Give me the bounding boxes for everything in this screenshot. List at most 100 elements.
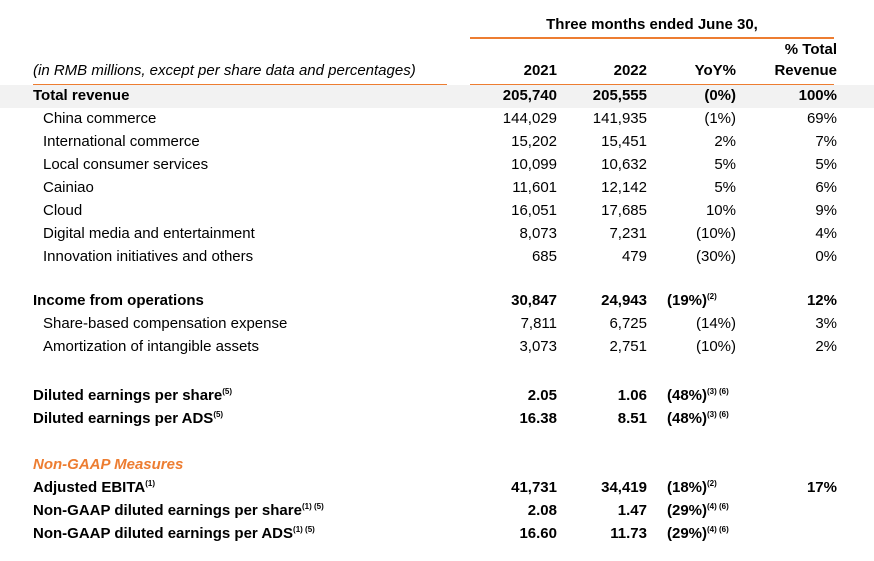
value-2021: 16,051: [511, 202, 557, 219]
footnote-ref: (1) (5): [293, 525, 315, 534]
row-label: Diluted earnings per share(5): [33, 387, 232, 404]
table-row: Non-GAAP diluted earnings per ADS(1) (5)…: [0, 523, 874, 546]
row-label-text: China commerce: [43, 110, 157, 127]
value-yoy: (10%): [695, 225, 736, 242]
value-2022: 1.06: [617, 387, 647, 404]
header-yoy: YoY%: [694, 62, 736, 79]
footnote-ref: (5): [222, 387, 233, 396]
table-row: Innovation initiatives and others 685 479 (…: [0, 246, 874, 269]
row-label-text: Share-based compensation expense: [43, 315, 288, 332]
header-2022: 2022: [613, 62, 647, 79]
value-2022: 17,685: [601, 202, 647, 219]
value-2022: 24,943: [601, 292, 647, 309]
value-2022: 8.51: [617, 410, 647, 427]
value-yoy-text: (29%): [667, 525, 708, 542]
row-label-text: Innovation initiatives and others: [43, 248, 254, 265]
value-pct-total: 3%: [815, 315, 837, 332]
value-2022: 10,632: [601, 156, 647, 173]
value-yoy: 2%: [714, 133, 736, 150]
footnote-ref: (3) (6): [707, 387, 729, 396]
value-yoy: (0%): [704, 87, 736, 104]
value-2021: 16.60: [519, 525, 557, 542]
value-pct-total: 6%: [815, 179, 837, 196]
row-label-text: Cainiao: [43, 179, 94, 196]
table-row: Local consumer services 10,099 10,632 5% 5%: [0, 154, 874, 177]
value-yoy-text: (29%): [667, 502, 708, 519]
value-2022: 141,935: [592, 110, 647, 127]
value-yoy: (48%)(3) (6): [667, 387, 729, 404]
value-2022: 1.47: [617, 502, 647, 519]
units-note: (in RMB millions, except per share data …: [33, 62, 416, 79]
value-2021: 30,847: [511, 292, 557, 309]
table-row: Digital media and entertainment 8,073 7,23…: [0, 223, 874, 246]
row-label: Diluted earnings per ADS(5): [33, 410, 223, 427]
value-yoy: (19%)(2): [667, 292, 717, 309]
row-label: Income from operations: [33, 292, 204, 309]
row-label-text: Total revenue: [33, 87, 130, 104]
value-2022: 6,725: [609, 315, 647, 332]
row-label-text: Digital media and entertainment: [43, 225, 255, 242]
row-label: Non-GAAP diluted earnings per share(1) (…: [33, 502, 324, 519]
row-label-text: Cloud: [43, 202, 83, 219]
value-pct-total: 69%: [806, 110, 837, 127]
period-heading: Three months ended June 30,: [546, 16, 758, 33]
value-2022: 15,451: [601, 133, 647, 150]
header-2021: 2021: [523, 62, 557, 79]
non-gaap-section-title: Non-GAAP Measures: [33, 456, 184, 473]
row-label-text: Non-GAAP diluted earnings per ADS: [33, 525, 294, 542]
header-pct-line1: % Total: [784, 41, 837, 58]
table-row: Cloud 16,051 17,685 10% 9%: [0, 200, 874, 223]
footnote-ref: (4) (6): [707, 525, 729, 534]
table-row: China commerce 144,029 141,935 (1%) 69%: [0, 108, 874, 131]
value-yoy: (14%): [695, 315, 736, 332]
footnote-ref: (1): [145, 479, 156, 488]
value-2021: 10,099: [511, 156, 557, 173]
value-yoy: 5%: [714, 156, 736, 173]
row-label-text: Non-GAAP diluted earnings per share: [33, 502, 302, 519]
row-label: International commerce: [43, 133, 200, 150]
value-2021: 16.38: [519, 410, 557, 427]
period-rule: [470, 37, 834, 39]
table-row: Total revenue 205,740 205,555 (0%) 100%: [0, 85, 874, 108]
value-pct-total: 100%: [798, 87, 837, 104]
table-row: Amortization of intangible assets 3,073 2,…: [0, 336, 874, 359]
footnote-ref: (3) (6): [707, 410, 729, 419]
value-2021: 15,202: [511, 133, 557, 150]
row-label: Total revenue: [33, 87, 129, 104]
value-2022: 34,419: [601, 479, 647, 496]
footnote-ref: (5): [213, 410, 224, 419]
row-label: Local consumer services: [43, 156, 208, 173]
row-label-text: Income from operations: [33, 292, 204, 309]
value-yoy: (18%)(2): [667, 479, 717, 496]
row-label-text: Diluted earnings per share: [33, 387, 223, 404]
row-label: China commerce: [43, 110, 156, 127]
row-label: Innovation initiatives and others: [43, 248, 253, 265]
value-2021: 8,073: [519, 225, 557, 242]
footnote-ref: (2): [707, 292, 717, 301]
value-2022: 12,142: [601, 179, 647, 196]
value-2022: 2,751: [609, 338, 647, 355]
value-pct-total: 2%: [815, 338, 837, 355]
row-label-text: Diluted earnings per ADS: [33, 410, 214, 427]
table-row: International commerce 15,202 15,451 2% 7%: [0, 131, 874, 154]
value-yoy: (29%)(4) (6): [667, 525, 729, 542]
value-yoy: 10%: [705, 202, 736, 219]
value-2021: 3,073: [519, 338, 557, 355]
value-2021: 205,740: [502, 87, 557, 104]
row-label-text: Adjusted EBITA: [33, 479, 146, 496]
value-yoy: (1%): [704, 110, 736, 127]
value-pct-total: 9%: [815, 202, 837, 219]
value-yoy-text: (19%): [667, 292, 708, 309]
value-pct-total: 5%: [815, 156, 837, 173]
table-row: Share-based compensation expense 7,811 6,7…: [0, 313, 874, 336]
row-label-text: Amortization of intangible assets: [43, 338, 259, 355]
value-yoy: (30%): [695, 248, 736, 265]
value-pct-total: 7%: [815, 133, 837, 150]
row-label: Amortization of intangible assets: [43, 338, 259, 355]
value-yoy: (29%)(4) (6): [667, 502, 729, 519]
value-2021: 7,811: [520, 315, 557, 332]
row-label-text: International commerce: [43, 133, 200, 150]
footnote-ref: (4) (6): [707, 502, 729, 511]
value-yoy: (10%): [695, 338, 736, 355]
footnote-ref: (2): [707, 479, 717, 488]
